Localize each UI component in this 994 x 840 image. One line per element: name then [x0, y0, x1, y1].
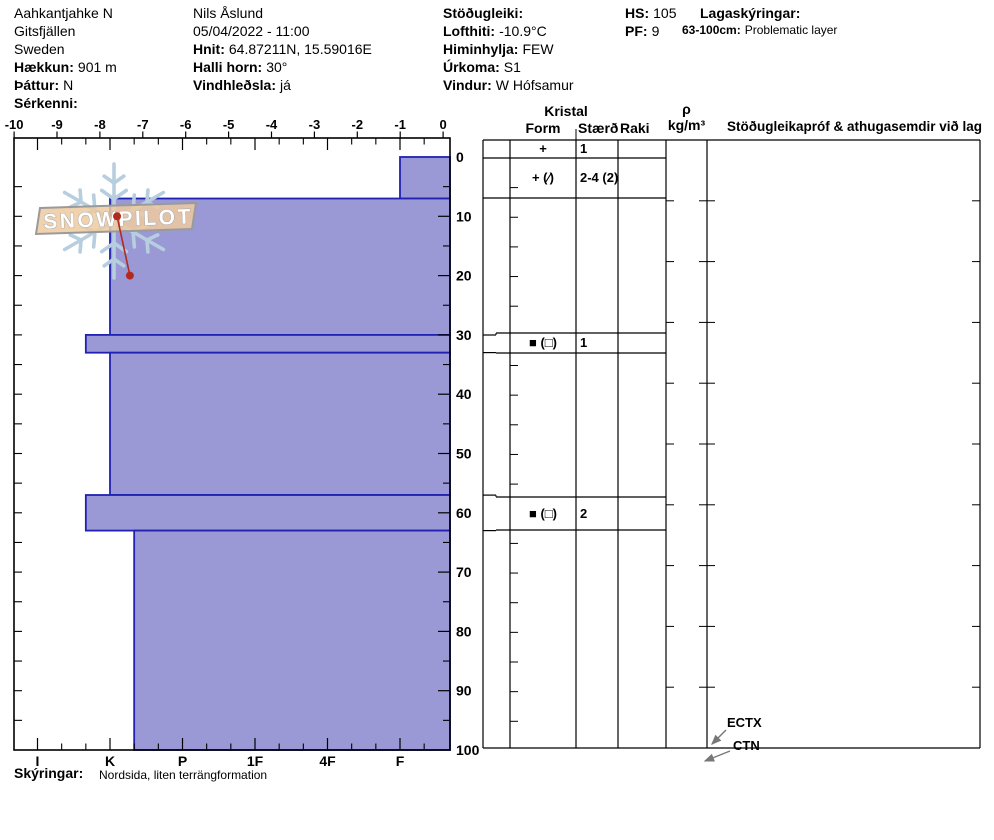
meta-observer-block: Nils Åslund 05/04/2022 - 11:00 Hnit: 64.8…: [193, 4, 372, 94]
pf-line: PF: 9: [625, 23, 660, 39]
footer-notes-value: Nordsida, liten terrängformation: [99, 768, 268, 782]
svg-text:100: 100: [456, 742, 480, 758]
svg-text:-2: -2: [352, 117, 364, 132]
ect-test-label: ECTX: [727, 715, 762, 730]
stability-line: Stöðugleiki:: [443, 5, 524, 21]
snow-layer-bar: [84, 333, 451, 354]
observer-name: Nils Åslund: [193, 5, 264, 21]
grain-form-cell: ■ (□): [529, 335, 557, 350]
hs-line: HS: 105: [625, 5, 677, 21]
svg-text:-9: -9: [51, 117, 63, 132]
svg-text:20: 20: [456, 268, 472, 284]
snow-layer-bar: [109, 351, 451, 496]
svg-text:60: 60: [456, 505, 472, 521]
svg-text:30: 30: [456, 327, 472, 343]
grain-form-cell: +: [539, 141, 547, 156]
elevation-line: Hækkun: 901 m: [14, 59, 117, 75]
svg-text:50: 50: [456, 446, 472, 462]
stability-test-arrows: [703, 729, 731, 762]
grain-form-cell: ■ (□): [529, 506, 557, 521]
kristal-header: Kristal: [544, 103, 588, 119]
svg-text:-6: -6: [180, 117, 192, 132]
svg-text:40: 40: [456, 386, 472, 402]
windloading-line: Vindhleðsla: já: [193, 77, 291, 93]
size-column-header: Stærð: [578, 120, 619, 136]
grain-size-cell: 2-4 (2): [580, 170, 619, 185]
date-line: 05/04/2022 - 11:00: [193, 23, 310, 39]
svg-text:-4: -4: [266, 117, 278, 132]
svg-text:I: I: [36, 753, 40, 769]
form-column-header: Form: [525, 120, 561, 136]
airtemp-line: Lofthiti: -10.9°C: [443, 23, 547, 39]
grain-size-cell: 2: [580, 506, 588, 521]
svg-text:0: 0: [439, 117, 446, 132]
svg-text:0: 0: [456, 149, 464, 165]
location-region: Gitsfjällen: [14, 23, 76, 39]
location-name: Aahkantjahke N: [14, 5, 113, 21]
svg-text:-5: -5: [223, 117, 235, 132]
meta-weather-block: Stöðugleiki: Lofthiti: -10.9°C Himinhylja…: [443, 4, 574, 94]
hardness-layer-bars: [84, 156, 451, 751]
svg-text:1F: 1F: [247, 753, 264, 769]
layer-notes-title: Lagaskýringar:: [700, 5, 801, 21]
raki-column-header: Raki: [620, 120, 650, 136]
svg-text:F: F: [396, 753, 405, 769]
chart-axes: -10 -9 -8 -7 -6 -5 -4 -3 -2 -1 0I K P 1F 4F F0102030405…: [5, 117, 480, 769]
svg-text:10: 10: [456, 208, 472, 224]
slope-angle-line: Halli horn: 30°: [193, 59, 288, 75]
temperature-profile-line: [113, 212, 134, 280]
density-rho-header: ρ: [682, 101, 691, 117]
stability-column-header: Stöðugleikapróf & athugasemdir við lag: [727, 119, 983, 134]
grain-size-cell: 1: [580, 141, 588, 156]
svg-text:80: 80: [456, 623, 472, 639]
aspect-line: Þáttur: N: [14, 77, 74, 93]
layer-note-entry: 63-100cm: Problematic layer: [682, 23, 838, 37]
footer-notes-label: Skýringar:: [14, 765, 84, 781]
right-panel-grid: [482, 129, 981, 749]
grain-size-cell: 1: [580, 335, 588, 350]
svg-text:90: 90: [456, 683, 472, 699]
svg-text:K: K: [105, 753, 115, 769]
svg-text:-10: -10: [5, 117, 24, 132]
svg-text:-8: -8: [94, 117, 106, 132]
grain-form-cell: + (∕): [531, 170, 555, 185]
snow-layer-bar: [399, 156, 451, 200]
location-country: Sweden: [14, 41, 65, 57]
ctn-test-label: CTN: [733, 738, 760, 753]
svg-text:-3: -3: [309, 117, 321, 132]
svg-text:70: 70: [456, 564, 472, 580]
special-line: Sérkenni:: [14, 95, 78, 111]
svg-text:-7: -7: [137, 117, 149, 132]
meta-totals-block: HS: 105 PF: 9: [625, 4, 676, 40]
svg-text:P: P: [178, 753, 187, 769]
wind-line: Vindur: W Hófsamur: [443, 77, 574, 93]
coords-line: Hnit: 64.87211N, 15.59016E: [193, 41, 372, 57]
snow-layer-bar: [133, 529, 451, 751]
svg-text:-1: -1: [394, 117, 406, 132]
sky-line: Himinhylja: FEW: [443, 41, 554, 57]
snow-layer-bar: [84, 494, 451, 532]
precip-line: Úrkoma: S1: [443, 59, 521, 75]
density-unit-header: kg/m³: [667, 117, 706, 133]
meta-location-block: Aahkantjahke N Gitsfjällen Sweden Hækkun…: [14, 4, 117, 112]
svg-text:4F: 4F: [319, 753, 336, 769]
